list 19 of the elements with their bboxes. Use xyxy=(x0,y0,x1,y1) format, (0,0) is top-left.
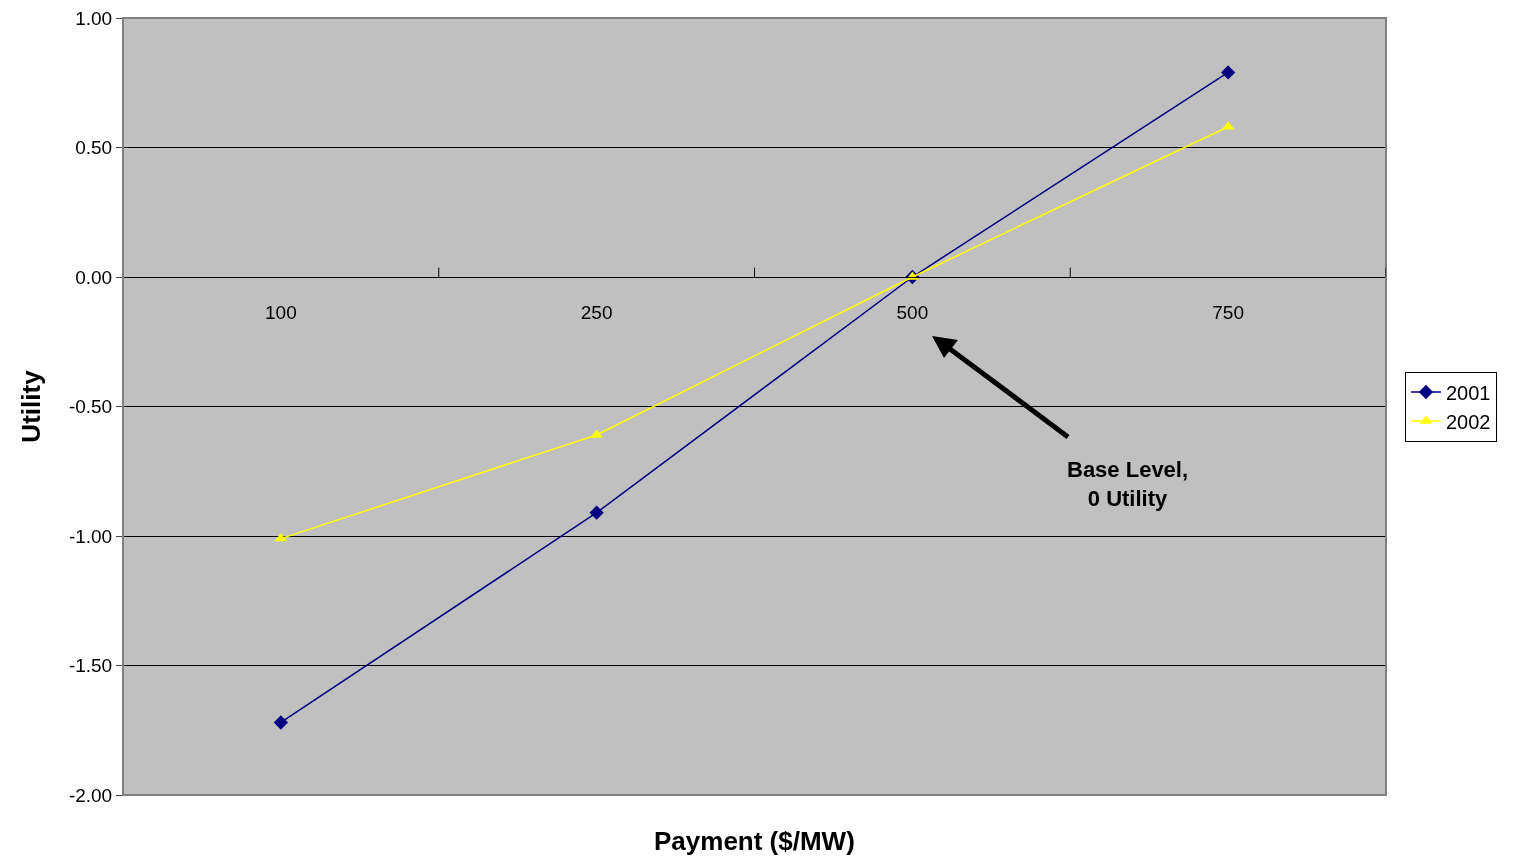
y-tick-label: -1.50 xyxy=(68,655,113,677)
annotation: Base Level, 0 Utility xyxy=(1067,457,1189,511)
legend-label: 2001 xyxy=(1445,381,1491,404)
y-tick-label: 0.00 xyxy=(75,266,113,288)
x-axis-title: Payment ($/MW) xyxy=(654,826,855,856)
point xyxy=(273,715,289,730)
point xyxy=(589,505,604,520)
x-tick-label: 100 xyxy=(265,301,297,323)
y-tick-label: -0.50 xyxy=(68,396,113,418)
x-tick-label: 500 xyxy=(896,301,929,323)
y-tick-label: 0.50 xyxy=(75,137,113,159)
y-axis-title: Utility xyxy=(16,369,47,443)
x-tick-label: 250 xyxy=(580,301,613,323)
point xyxy=(1220,65,1236,80)
y-tick-label: -2.00 xyxy=(68,784,113,806)
y-tick-label: -1.00 xyxy=(68,525,113,547)
legend-label: 2002 xyxy=(1445,410,1491,433)
x-tick-label: 750 xyxy=(1212,301,1244,323)
y-tick-label: 1.00 xyxy=(75,7,113,29)
